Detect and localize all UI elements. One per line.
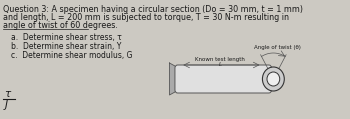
Text: L: L — [218, 62, 222, 67]
Text: J: J — [5, 100, 8, 110]
Text: Question 3: A specimen having a circular section (Do = 30 mm, t = 1 mm): Question 3: A specimen having a circular… — [3, 5, 303, 14]
Text: and length, L = 200 mm is subjected to torque, T = 30 N-m resulting in: and length, L = 200 mm is subjected to t… — [3, 13, 289, 22]
Circle shape — [267, 72, 280, 86]
Polygon shape — [169, 63, 178, 95]
Text: Angle of twist (θ): Angle of twist (θ) — [254, 45, 301, 50]
Text: a.  Determine shear stress, τ: a. Determine shear stress, τ — [11, 33, 122, 42]
Text: Known test length: Known test length — [195, 57, 245, 62]
Text: c.  Determine shear modulus, G: c. Determine shear modulus, G — [11, 51, 132, 60]
Text: angle of twist of 60 degrees.: angle of twist of 60 degrees. — [3, 21, 118, 30]
Text: τ: τ — [5, 89, 11, 99]
Circle shape — [262, 67, 284, 91]
Text: b.  Determine shear strain, Y: b. Determine shear strain, Y — [11, 42, 121, 51]
FancyBboxPatch shape — [175, 65, 272, 93]
